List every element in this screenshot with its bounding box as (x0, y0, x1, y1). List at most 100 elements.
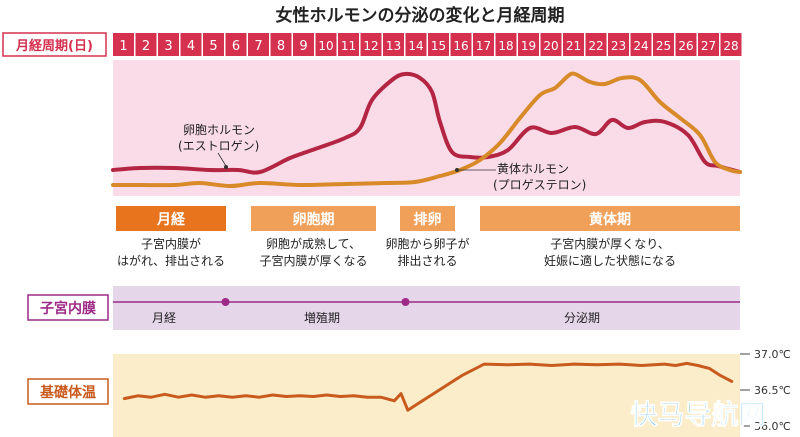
estrogen-curve (111, 71, 742, 175)
day-number: 13 (386, 39, 401, 53)
day-number: 11 (341, 39, 356, 53)
day-number: 3 (164, 39, 172, 54)
watermark: 快马导航网 (631, 399, 766, 431)
day-number: 26 (678, 39, 693, 53)
phase-section: 月経 子宮内膜が はがれ、排出される 卵胞期 卵胞が成熟して、 子宮内膜が厚くな… (116, 206, 740, 268)
day-number: 10 (318, 39, 333, 53)
phase-box (480, 206, 740, 231)
day-cell (180, 33, 202, 56)
endometrium-stage-proliferative: 増殖期 (304, 310, 340, 325)
endometrium-label: 子宮内膜 (40, 300, 96, 317)
phase-description-line1: 卵胞から卵子が (385, 236, 469, 251)
day-number: 14 (408, 39, 423, 53)
endometrium-markers (221, 298, 410, 306)
day-cell (315, 33, 337, 56)
progesterone-label-dot (455, 168, 459, 172)
phase-follicular: 卵胞期 卵胞が成熟して、 子宮内膜が厚くなる (251, 206, 376, 268)
day-cell (360, 33, 382, 56)
phase-label: 黄体期 (589, 211, 631, 228)
day-cell (293, 33, 314, 56)
phase-menstruation: 月経 子宮内膜が はがれ、排出される (116, 206, 226, 268)
estrogen-label-leader (217, 152, 227, 167)
phase-description-line1: 卵胞が成熟して、 (266, 236, 361, 251)
day-cell (383, 33, 404, 56)
progesterone-label-line1: 黄体ホルモン (497, 162, 569, 176)
day-number: 19 (521, 39, 536, 53)
day-cell (585, 33, 607, 56)
estrogen-label-line1: 卵胞ホルモン (183, 123, 255, 137)
day-cell (563, 33, 584, 56)
day-cell (675, 33, 697, 56)
day-number: 23 (611, 39, 626, 53)
day-cell (518, 33, 539, 56)
day-cell (720, 33, 742, 56)
day-number: 22 (588, 39, 603, 53)
bbt-label: 基礎体温 (40, 384, 96, 401)
endometrium-label-box (27, 294, 109, 321)
day-number: 24 (633, 39, 648, 53)
bbt-tick-label-top: 37.0℃ (754, 348, 791, 361)
bbt-label-box (27, 378, 109, 405)
day-cell (450, 33, 472, 56)
day-cell (428, 33, 449, 56)
endometrium-stage-secretory: 分泌期 (564, 311, 600, 325)
day-number: 18 (498, 39, 513, 53)
phase-description-line2: 妊娠に適した状態になる (544, 253, 676, 268)
day-header: 月経周期(日) 1 2 3 4 5 6 7 8 9 10 11 12 13 14 15 16 17 18 19 20 2… (2, 32, 742, 57)
day-cell (158, 33, 179, 56)
day-number: 28 (723, 39, 738, 53)
day-cell (405, 33, 427, 56)
day-number: 17 (476, 39, 491, 53)
day-number: 16 (453, 39, 468, 53)
phase-description-line2: 子宮内膜が厚くなる (259, 253, 367, 268)
phase-box (400, 206, 455, 231)
progesterone-label-line2: (プロゲステロン) (493, 178, 586, 192)
day-number: 5 (209, 39, 217, 54)
day-cell (270, 33, 292, 56)
phase-label: 排卵 (414, 211, 442, 228)
bbt-section: 基礎体温 37.0℃ 36.5℃ 36.0℃ (27, 348, 791, 437)
day-cell (540, 33, 562, 56)
day-cell (698, 33, 719, 56)
day-number: 27 (701, 39, 716, 53)
day-number: 21 (566, 39, 581, 53)
day-number: 6 (232, 39, 240, 54)
endometrium-marker (401, 298, 410, 306)
phase-ovulation: 排卵 卵胞から卵子が 排出される (385, 206, 470, 268)
phase-label: 卵胞期 (293, 211, 335, 228)
estrogen-label-line2: (エストロゲン) (178, 139, 259, 153)
day-number: 8 (277, 39, 285, 54)
phase-label: 月経 (156, 211, 186, 228)
day-number: 25 (656, 39, 671, 53)
phase-description-line2: 排出される (397, 254, 457, 268)
day-cell (473, 33, 494, 56)
day-cell (608, 33, 629, 56)
phase-luteal: 黄体期 子宮内膜が厚くなり、 妊娠に適した状態になる (480, 206, 740, 268)
phase-description-line2: はがれ、排出される (117, 253, 225, 268)
day-number: 9 (299, 39, 307, 54)
endometrium-section: 子宮内膜 月経 増殖期 分泌期 (27, 286, 740, 330)
day-cell (135, 33, 157, 56)
day-cell (113, 33, 134, 56)
day-cell (630, 33, 652, 56)
endometrium-stage-menstruation: 月経 (152, 311, 176, 325)
day-number: 12 (363, 39, 378, 53)
day-header-label: 月経周期(日) (15, 38, 93, 54)
bbt-tick-label-mid: 36.5℃ (754, 384, 791, 397)
phase-box (251, 206, 376, 231)
progesterone-curve (111, 71, 742, 188)
day-header-label-box (2, 32, 107, 57)
day-cell (495, 33, 517, 56)
day-number: 1 (119, 39, 127, 54)
day-number: 20 (543, 39, 558, 53)
day-cell (653, 33, 674, 56)
phase-description-line1: 子宮内膜が厚くなり、 (550, 236, 670, 251)
day-number: 7 (254, 39, 262, 54)
hormone-chart: 卵胞ホルモン (エストロゲン) 黄体ホルモン (プロゲステロン) (111, 60, 742, 196)
bbt-tick-label-bottom: 36.0℃ (754, 420, 791, 433)
page-title: 女性ホルモンの分泌の変化と月経周期 (276, 5, 565, 26)
day-cell (225, 33, 247, 56)
endometrium-band (113, 286, 740, 330)
day-cell (248, 33, 269, 56)
